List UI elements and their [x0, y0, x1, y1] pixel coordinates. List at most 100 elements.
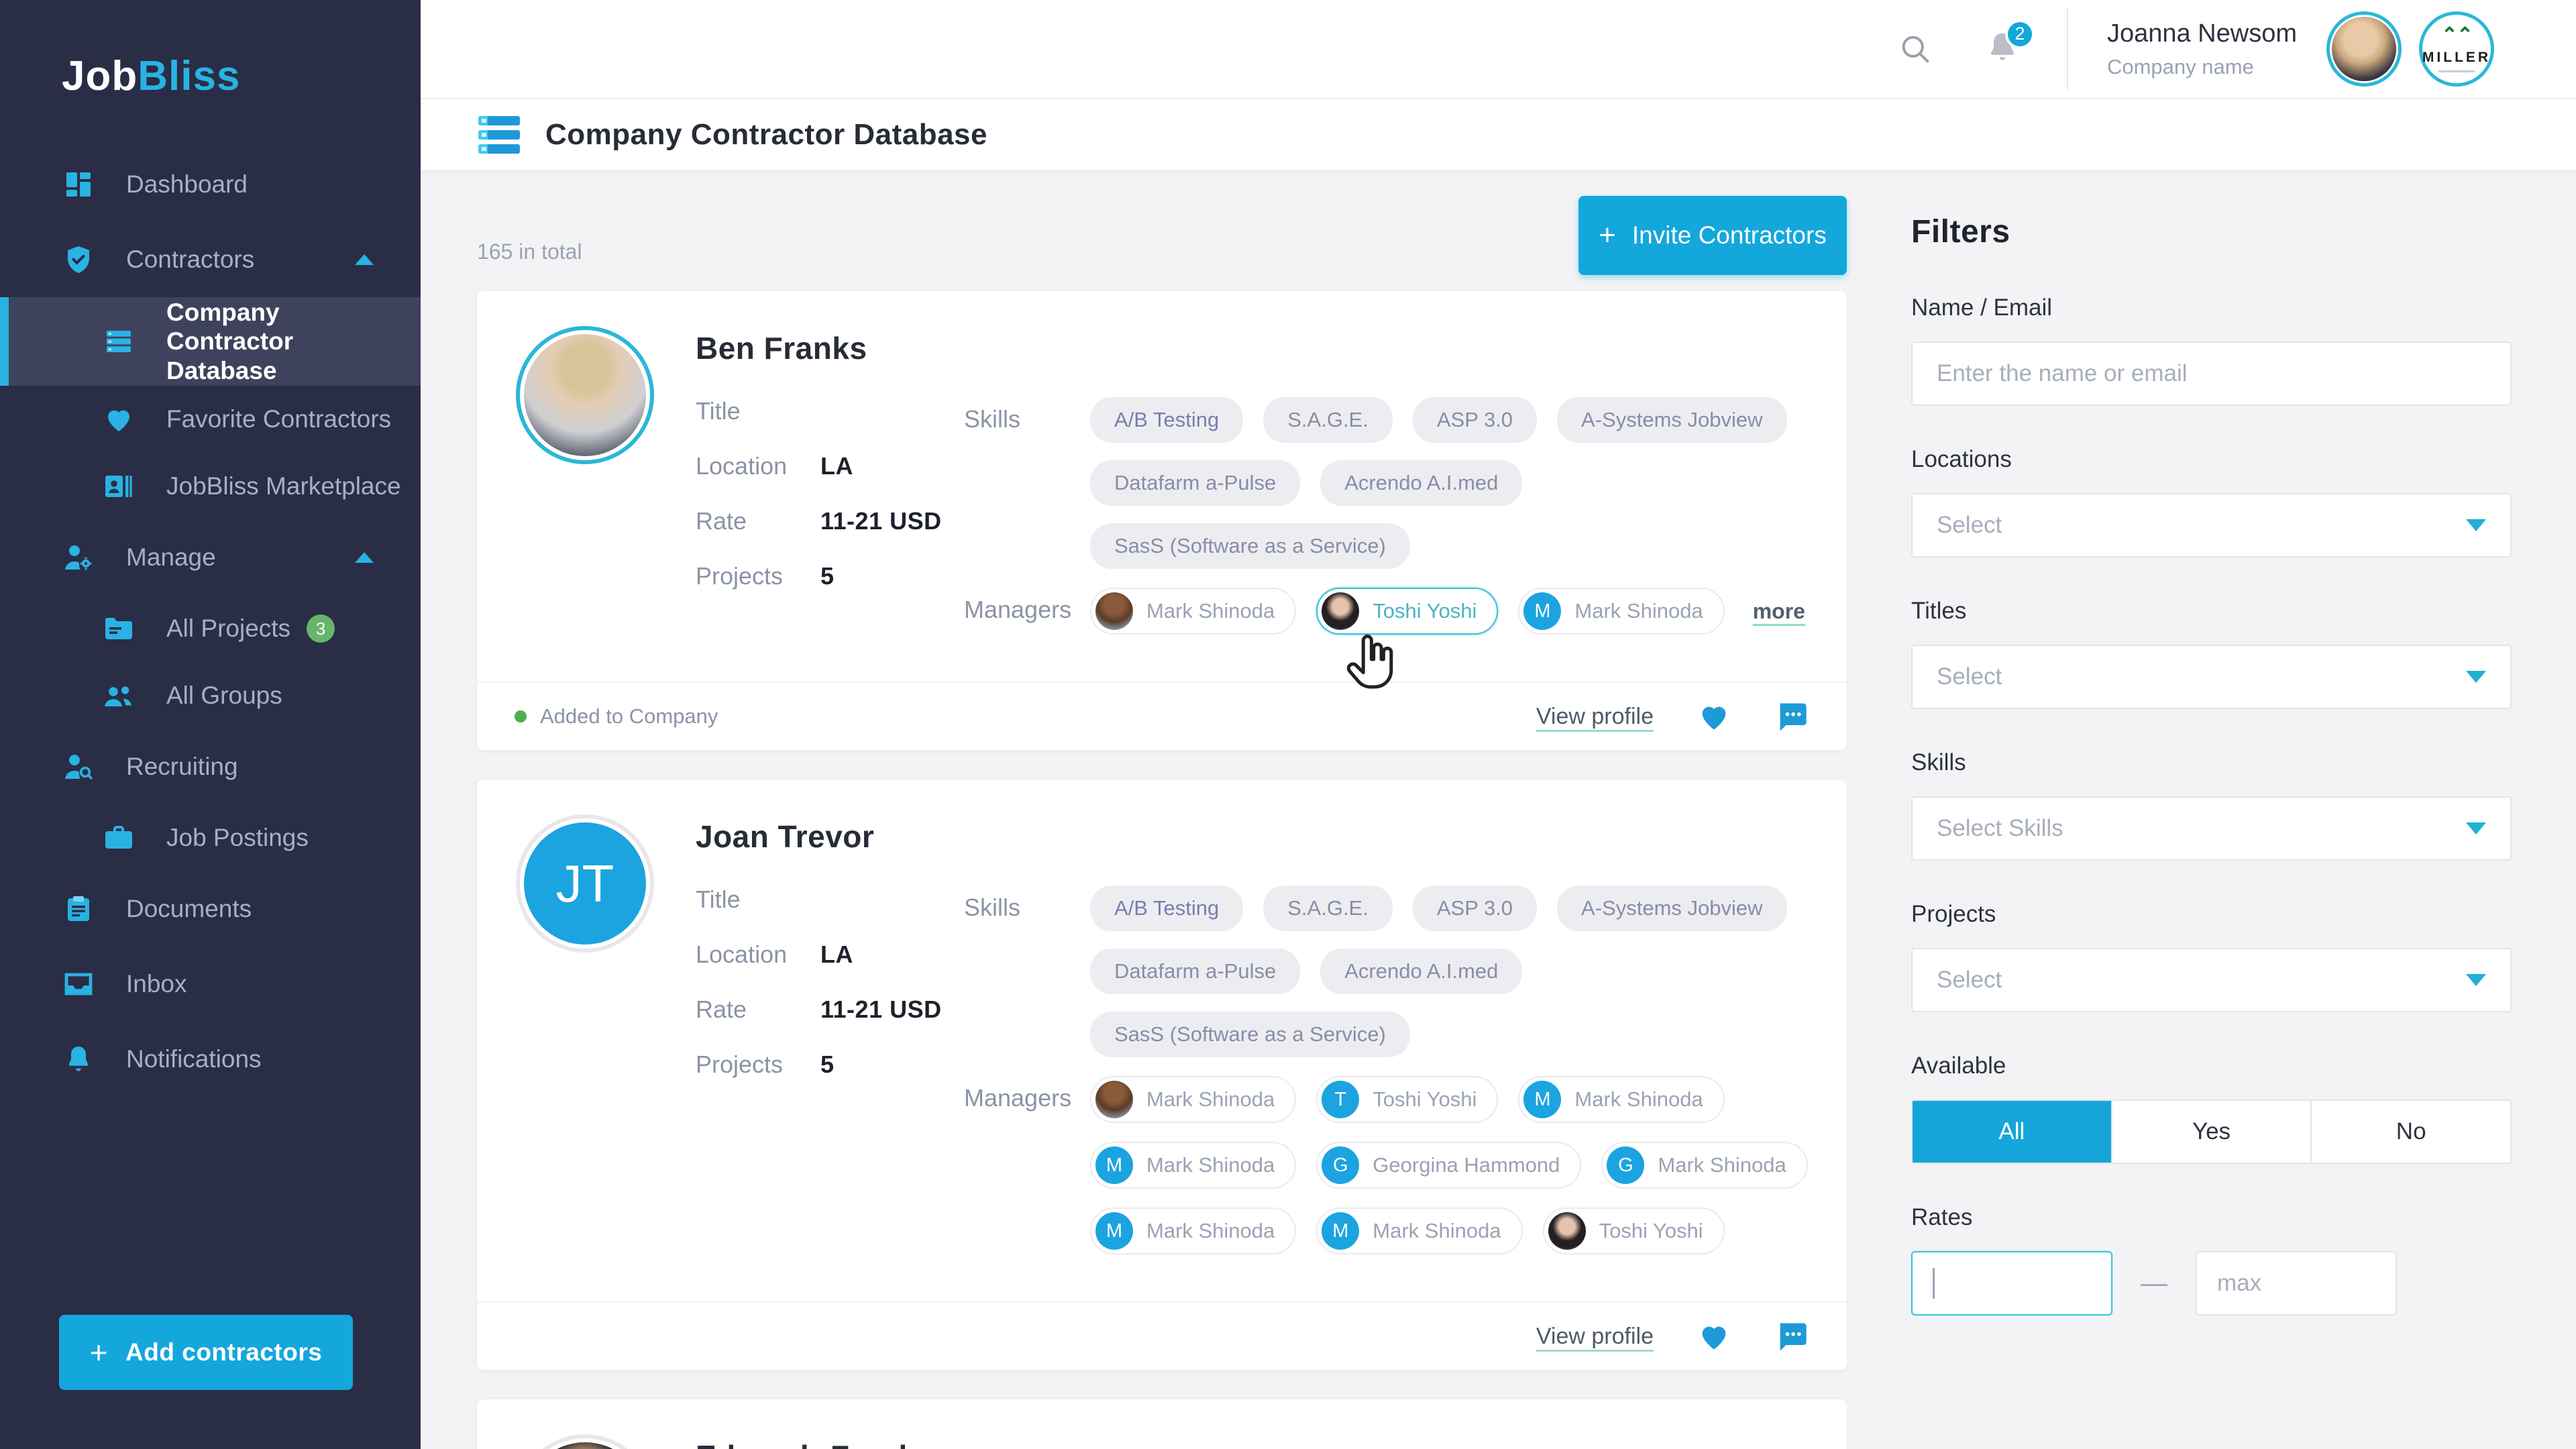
- user-menu[interactable]: Joanna Newsom Company name: [2107, 19, 2297, 79]
- manager-avatar-initial: M: [1523, 592, 1562, 630]
- sidebar-item-company-contractor-database[interactable]: Company Contractor Database: [0, 297, 421, 386]
- add-contractors-label: Add contractors: [125, 1338, 323, 1366]
- text-caret: [1933, 1268, 1935, 1299]
- contractors-column: 165 in total + Invite Contractors Ben Fr…: [477, 188, 1847, 1449]
- search-icon[interactable]: [1898, 32, 1933, 66]
- logo-bliss: Bliss: [138, 53, 241, 99]
- manager-chip[interactable]: M Mark Shinoda: [1090, 1208, 1297, 1254]
- name-email-input[interactable]: [1911, 341, 2512, 406]
- detail-value: 11-21 USD: [820, 996, 942, 1023]
- sidebar-item-all-projects[interactable]: All Projects 3: [0, 595, 421, 662]
- sidebar-item-manage[interactable]: Manage: [0, 520, 421, 595]
- filter-skills: Skills Select Skills: [1911, 749, 2512, 861]
- sidebar-item-favorite-contractors[interactable]: Favorite Contractors: [0, 386, 421, 453]
- add-contractors-button[interactable]: + Add contractors: [59, 1315, 353, 1390]
- manager-name: Toshi Yoshi: [1373, 599, 1477, 623]
- manager-avatar-photo: [1548, 1212, 1586, 1250]
- manager-chip[interactable]: M Mark Shinoda: [1518, 1076, 1725, 1123]
- usersearch-icon: [62, 750, 95, 784]
- detail-label: Title: [696, 885, 741, 913]
- manager-name: Toshi Yoshi: [1373, 1087, 1477, 1111]
- select-placeholder: Select Skills: [1937, 815, 2063, 841]
- contractor-name: Ben Franks: [696, 331, 867, 366]
- sidebar-item-jobbliss-marketplace[interactable]: JobBliss Marketplace: [0, 453, 421, 520]
- invite-contractors-label: Invite Contractors: [1631, 221, 1827, 249]
- favorite-heart-icon[interactable]: [1697, 1319, 1731, 1354]
- manager-chip[interactable]: M Mark Shinoda: [1518, 588, 1725, 635]
- manager-chip[interactable]: M Mark Shinoda: [1316, 1208, 1523, 1254]
- invite-contractors-button[interactable]: + Invite Contractors: [1578, 196, 1847, 275]
- inbox-icon: [62, 967, 95, 1001]
- filter-label: Rates: [1911, 1204, 1973, 1230]
- view-profile-link[interactable]: View profile: [1536, 703, 1654, 729]
- manager-chip[interactable]: G Georgina Hammond: [1316, 1142, 1582, 1189]
- manager-name: Mark Shinoda: [1574, 599, 1703, 623]
- sidebar-item-recruiting[interactable]: Recruiting: [0, 729, 421, 804]
- sidebar-item-all-groups[interactable]: All Groups: [0, 662, 421, 729]
- skill-chip: ASP 3.0: [1412, 397, 1538, 443]
- detail-label: Projects: [696, 562, 784, 590]
- skills-label: Skills: [964, 894, 1021, 921]
- projects-select[interactable]: Select: [1911, 948, 2512, 1012]
- heart-icon: [102, 402, 136, 436]
- contractor-name: Joan Trevor: [696, 819, 875, 854]
- available-option-all[interactable]: All: [1913, 1101, 2112, 1163]
- sidebar-item-job-postings[interactable]: Job Postings: [0, 804, 421, 871]
- filter-available: Available All Yes No: [1911, 1053, 2512, 1164]
- view-profile-link[interactable]: View profile: [1536, 1323, 1654, 1349]
- available-option-yes[interactable]: Yes: [2112, 1101, 2312, 1163]
- sidebar-item-label: Job Postings: [166, 824, 309, 852]
- rate-max-input[interactable]: max: [2196, 1251, 2397, 1316]
- sidebar-item-label: Manage: [126, 543, 216, 572]
- sidebar: JobBliss Dashboard Contractors Company Con…: [0, 0, 421, 1449]
- filter-label: Titles: [1911, 598, 1967, 624]
- filters-panel: Filters Name / Email Locations Select Ti…: [1847, 188, 2512, 1449]
- rate-min-input[interactable]: [1911, 1251, 2112, 1316]
- topbar: 2 Joanna Newsom Company name ⌃⌃ MILLER: [421, 0, 2576, 99]
- favorite-heart-icon[interactable]: [1697, 699, 1731, 734]
- sidebar-item-label: Inbox: [126, 970, 187, 998]
- sidebar-item-documents[interactable]: Documents: [0, 871, 421, 947]
- sidebar-item-notifications[interactable]: Notifications: [0, 1022, 421, 1097]
- skill-chip: SasS (Software as a Service): [1090, 1012, 1410, 1057]
- skill-chip: ASP 3.0: [1412, 885, 1538, 931]
- chevron-down-icon: [2466, 671, 2486, 683]
- manager-chip[interactable]: Mark Shinoda: [1090, 1076, 1297, 1123]
- skill-chip: A/B Testing: [1090, 885, 1244, 931]
- page-title: Company Contractor Database: [545, 118, 987, 151]
- chat-icon[interactable]: [1774, 699, 1809, 734]
- sidebar-item-contractors[interactable]: Contractors: [0, 222, 421, 297]
- sidebar-item-dashboard[interactable]: Dashboard: [0, 147, 421, 222]
- manager-chip[interactable]: M Mark Shinoda: [1090, 1142, 1297, 1189]
- notifications-bell[interactable]: 2: [1985, 19, 2035, 68]
- chevron-up-icon[interactable]: [355, 254, 374, 265]
- skill-chip: A/B Testing: [1090, 397, 1244, 443]
- manager-chip[interactable]: G Mark Shinoda: [1601, 1142, 1808, 1189]
- manager-avatar-initial: M: [1322, 1212, 1360, 1250]
- skill-chip: Datafarm a-Pulse: [1090, 460, 1301, 506]
- skills-select[interactable]: Select Skills: [1911, 796, 2512, 861]
- rates-separator: —: [2141, 1268, 2167, 1298]
- sidebar-item-inbox[interactable]: Inbox: [0, 947, 421, 1022]
- select-placeholder: Select: [1937, 512, 2002, 538]
- filter-label: Available: [1911, 1053, 2006, 1079]
- more-managers-link[interactable]: more: [1752, 598, 1805, 623]
- company-logo[interactable]: ⌃⌃ MILLER: [2419, 11, 2494, 87]
- jobbliss-logo[interactable]: JobBliss: [0, 0, 421, 100]
- plus-icon: +: [89, 1335, 109, 1370]
- locations-select[interactable]: Select: [1911, 493, 2512, 557]
- manager-chip[interactable]: Toshi Yoshi: [1542, 1208, 1725, 1254]
- bell-icon: [62, 1042, 95, 1076]
- manager-chip[interactable]: Toshi Yoshi: [1316, 588, 1499, 689]
- chevron-up-icon[interactable]: [355, 552, 374, 563]
- skill-chip: Acrendo A.I.med: [1320, 460, 1523, 506]
- titles-select[interactable]: Select: [1911, 645, 2512, 709]
- manager-chip[interactable]: Mark Shinoda: [1090, 588, 1297, 635]
- available-option-no[interactable]: No: [2396, 1118, 2426, 1144]
- chat-icon[interactable]: [1774, 1319, 1809, 1354]
- detail-value: LA: [820, 452, 853, 480]
- user-avatar[interactable]: [2326, 11, 2402, 87]
- chevron-down-icon: [2466, 822, 2486, 835]
- manager-chip[interactable]: T Toshi Yoshi: [1316, 1076, 1499, 1123]
